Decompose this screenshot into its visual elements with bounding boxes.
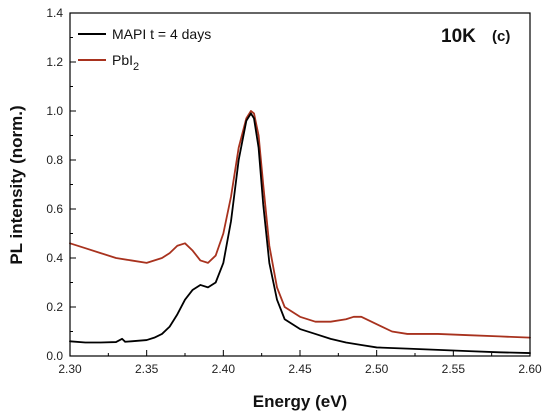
y-axis-title: PL intensity (norm.): [7, 105, 26, 264]
y-tick-label: 0.4: [46, 251, 63, 265]
legend: MAPI t = 4 days PbI2: [78, 26, 211, 73]
y-tick-label: 0.6: [46, 202, 63, 216]
temperature-annotation: 10K: [441, 26, 476, 47]
plot-frame: [69, 12, 531, 357]
tick-labels: 2.30 2.35 2.40 2.45 2.50 2.55 2.60 0.0 0.2 0.4 0.6…: [46, 6, 542, 376]
y-tick-label: 1.4: [46, 6, 63, 20]
y-tick-label: 0.8: [46, 153, 63, 167]
legend-label-pbi2: PbI2: [112, 52, 139, 73]
legend-label-pbi2-subscript: 2: [133, 61, 139, 73]
series-line-pbi2: [69, 110, 531, 339]
y-tick-label: 0.2: [46, 300, 63, 314]
x-tick-label: 2.30: [58, 362, 82, 376]
series-line-mapi: [69, 112, 531, 354]
x-axis-title: Energy (eV): [253, 392, 347, 411]
panel-label: (c): [492, 28, 510, 45]
y-tick-label: 1.2: [46, 55, 63, 69]
y-tick-label: 0.0: [46, 349, 63, 363]
y-tick-label: 1.0: [46, 104, 63, 118]
x-tick-label: 2.45: [288, 362, 312, 376]
x-tick-label: 2.50: [365, 362, 389, 376]
x-tick-label: 2.35: [135, 362, 159, 376]
legend-label-pbi2-main: PbI: [112, 52, 133, 68]
legend-label-mapi: MAPI t = 4 days: [112, 26, 211, 42]
series-layer: [69, 110, 531, 354]
x-tick-label: 2.55: [442, 362, 466, 376]
x-tick-label: 2.40: [212, 362, 236, 376]
x-tick-label: 2.60: [518, 362, 542, 376]
